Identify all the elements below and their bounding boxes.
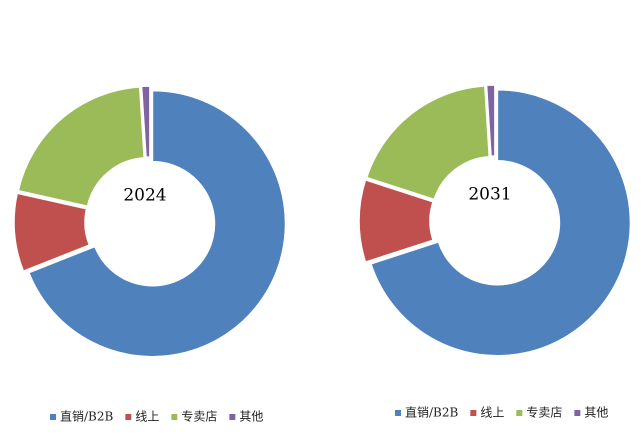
donut-slice [140,85,151,158]
legend-label: 直销/B2B [405,406,458,420]
donut-slice [27,89,287,358]
legend-label: 线上 [480,406,504,420]
donut-slice [13,192,91,273]
center-label: 2024 [123,186,166,206]
donut-slice [369,89,632,357]
legend-swatch [171,414,178,420]
legend-swatch [229,414,236,420]
center-label: 2031 [468,185,511,205]
legend-label: 专卖店 [526,405,562,420]
legend-swatch [50,414,56,420]
legend-label: 其他 [239,410,263,424]
legend-swatch [125,414,132,420]
donut-slice [17,86,145,208]
legend-swatch [395,410,401,416]
legend-swatch [574,410,581,416]
legend-label: 专卖店 [181,409,217,424]
legend-label: 直销/B2B [60,410,113,424]
donut-slice [365,85,491,201]
legend-label: 线上 [135,410,159,424]
legend-label: 其他 [584,406,608,420]
donut-slice [485,84,496,157]
donut-slice [358,178,434,264]
legend-swatch [470,410,477,416]
legend-swatch [516,410,523,416]
